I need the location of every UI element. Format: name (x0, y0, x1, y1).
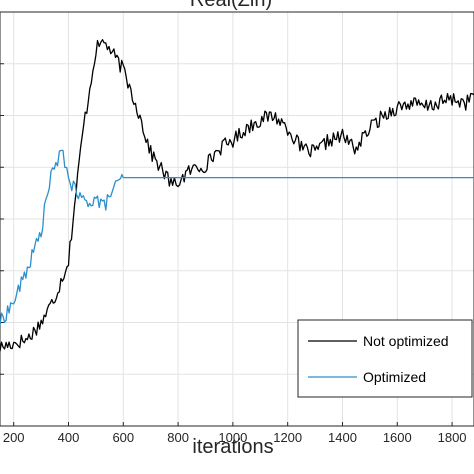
x-tick-label: 400 (58, 430, 80, 445)
x-tick-label: 1000 (218, 430, 247, 445)
plot-area-frame (0, 11, 474, 427)
x-axis-label: iterations (192, 436, 273, 458)
chart-title: Real(Zin) (190, 0, 272, 11)
x-tick-label: 1400 (328, 430, 357, 445)
legend-box (297, 319, 473, 398)
legend-label-optimized: Optimized (363, 369, 426, 385)
x-tick-label: 1800 (438, 430, 467, 445)
legend: Not optimized Optimized (297, 319, 473, 398)
series-group (0, 39, 474, 352)
x-axis: 200 400 600 800 1000 1200 1400 1600 1800 (0, 63, 467, 445)
legend-label-not-optimized: Not optimized (363, 333, 449, 349)
x-tick-label: 800 (167, 430, 189, 445)
x-tick-label: 1200 (273, 430, 302, 445)
grid (0, 12, 474, 426)
x-tick-label: 200 (3, 430, 25, 445)
series-line-not-optimized (0, 39, 474, 352)
series-line-optimized (0, 149, 474, 326)
x-tick-label: 600 (112, 430, 134, 445)
x-tick-label: 1600 (383, 430, 412, 445)
